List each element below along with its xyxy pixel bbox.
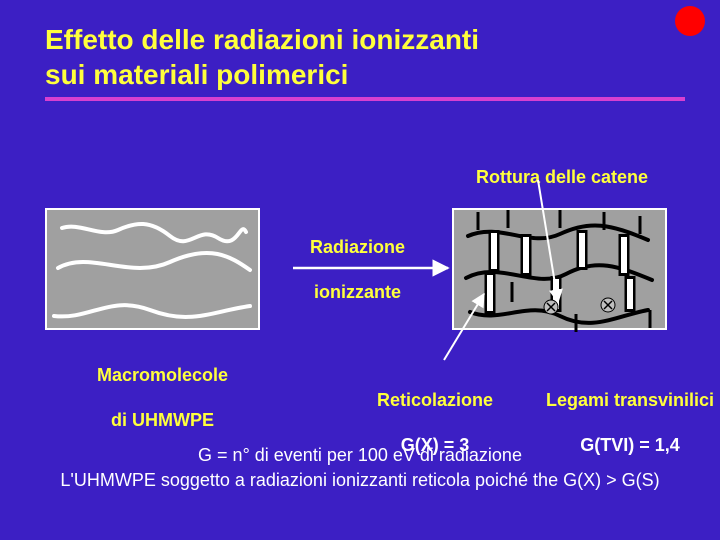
label-macro-l2: di UHMWPE [111,410,214,430]
label-reticolazione-title: Reticolazione [377,390,493,410]
title-line-1: Effetto delle radiazioni ionizzanti [45,22,479,57]
footer-line-1: G = n° di eventi per 100 eV di radiazion… [0,445,720,466]
label-macromolecole: Macromolecole di UHMWPE [45,341,260,454]
title-underline [45,97,685,101]
box-after [452,208,667,330]
footer-line-2: L'UHMWPE soggetto a radiazioni ionizzant… [0,470,720,491]
marker-dot [675,6,705,36]
label-legami-title: Legami transvinilici [546,390,714,410]
label-radiazione: Radiazione ionizzante [275,213,420,326]
label-radiazione-l1: Radiazione [310,237,405,257]
title-line-2: sui materiali polimerici [45,57,479,92]
slide: Effetto delle radiazioni ionizzanti sui … [0,0,720,540]
label-radiazione-l2: ionizzante [314,282,401,302]
label-macro-l1: Macromolecole [97,365,228,385]
box-before [45,208,260,330]
label-rottura-title: Rottura delle catene [476,167,648,187]
slide-title: Effetto delle radiazioni ionizzanti sui … [45,22,479,92]
